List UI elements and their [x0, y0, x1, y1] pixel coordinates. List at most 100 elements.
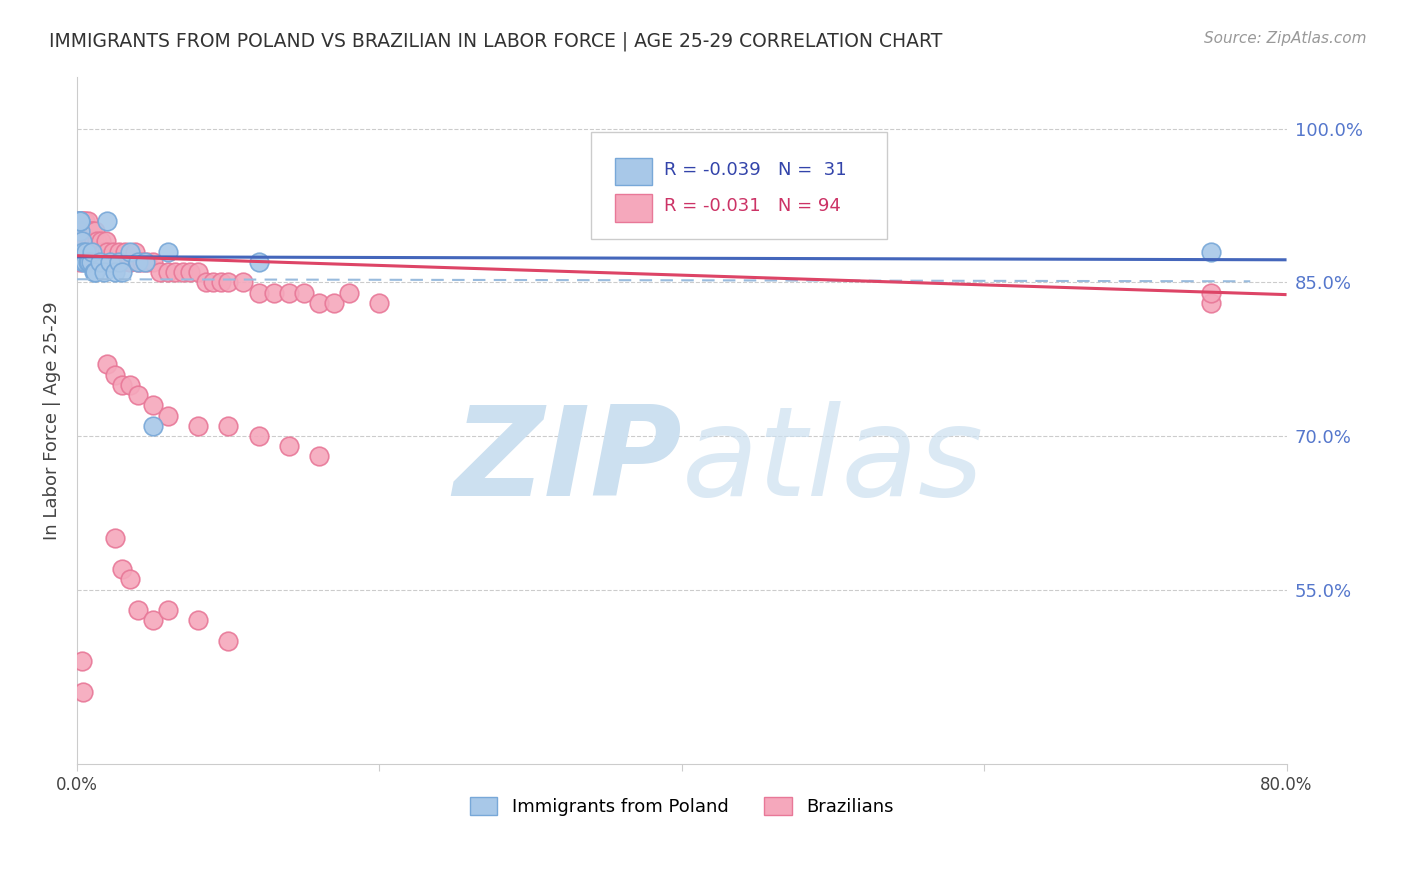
Point	[93, 244, 115, 259]
Point	[70, 224, 93, 238]
Point	[232, 276, 254, 290]
Point	[80, 255, 103, 269]
Point	[87, 244, 110, 259]
Point	[277, 439, 299, 453]
Point	[86, 235, 108, 249]
Point	[108, 244, 131, 259]
Point	[89, 255, 111, 269]
Text: IMMIGRANTS FROM POLAND VS BRAZILIAN IN LABOR FORCE | AGE 25-29 CORRELATION CHART: IMMIGRANTS FROM POLAND VS BRAZILIAN IN L…	[49, 31, 942, 51]
Point	[111, 377, 134, 392]
Point	[156, 603, 179, 617]
Point	[72, 244, 94, 259]
Point	[76, 255, 98, 269]
Point	[103, 244, 125, 259]
Point	[108, 255, 131, 269]
Point	[131, 255, 153, 269]
Point	[89, 244, 111, 259]
Point	[135, 255, 157, 269]
Bar	[616, 194, 651, 221]
Point	[82, 244, 104, 259]
Point	[93, 265, 115, 279]
Point	[72, 224, 94, 238]
Point	[73, 255, 96, 269]
Point	[67, 214, 90, 228]
Point	[80, 235, 103, 249]
Point	[149, 265, 172, 279]
Bar	[616, 158, 651, 186]
Point	[75, 244, 97, 259]
Point	[118, 377, 141, 392]
Point	[111, 562, 134, 576]
Point	[127, 603, 149, 617]
Point	[70, 244, 93, 259]
Point	[187, 418, 209, 433]
Point	[308, 450, 330, 464]
Point	[156, 265, 179, 279]
Text: ZIP: ZIP	[453, 401, 682, 523]
Point	[70, 235, 93, 249]
Point	[368, 295, 391, 310]
Point	[76, 214, 98, 228]
Point	[67, 224, 90, 238]
Point	[111, 265, 134, 279]
Point	[75, 224, 97, 238]
Point	[217, 276, 239, 290]
Point	[124, 244, 146, 259]
Point	[134, 255, 156, 269]
Point	[84, 265, 107, 279]
Text: Source: ZipAtlas.com: Source: ZipAtlas.com	[1204, 31, 1367, 46]
Point	[94, 235, 117, 249]
Point	[142, 255, 165, 269]
Point	[69, 244, 91, 259]
Point	[72, 685, 94, 699]
Point	[118, 573, 141, 587]
Point	[165, 265, 187, 279]
Point	[73, 224, 96, 238]
Point	[72, 235, 94, 249]
Point	[72, 214, 94, 228]
Point	[72, 255, 94, 269]
Point	[90, 235, 112, 249]
Point	[104, 532, 127, 546]
Point	[247, 429, 270, 443]
Point	[308, 295, 330, 310]
Text: atlas: atlas	[682, 401, 984, 523]
Point	[202, 276, 225, 290]
FancyBboxPatch shape	[591, 132, 887, 239]
Point	[104, 368, 127, 382]
Point	[277, 285, 299, 300]
Point	[82, 244, 104, 259]
Point	[118, 255, 141, 269]
Point	[247, 285, 270, 300]
Point	[77, 235, 100, 249]
Point	[98, 255, 121, 269]
Text: R = -0.031   N = 94: R = -0.031 N = 94	[664, 197, 841, 216]
Point	[69, 214, 91, 228]
Point	[77, 244, 100, 259]
Point	[96, 357, 118, 371]
Point	[70, 214, 93, 228]
Point	[209, 276, 232, 290]
Point	[76, 224, 98, 238]
Point	[83, 265, 105, 279]
Point	[69, 224, 91, 238]
Point	[247, 255, 270, 269]
Point	[118, 244, 141, 259]
Point	[96, 244, 118, 259]
Point	[91, 244, 114, 259]
Point	[1199, 285, 1222, 300]
Point	[127, 255, 149, 269]
Point	[156, 244, 179, 259]
Point	[187, 265, 209, 279]
Point	[84, 244, 107, 259]
Point	[83, 235, 105, 249]
Text: R = -0.039   N =  31: R = -0.039 N = 31	[664, 161, 846, 179]
Point	[337, 285, 360, 300]
Point	[69, 214, 91, 228]
Point	[104, 265, 127, 279]
Point	[1199, 244, 1222, 259]
Point	[292, 285, 315, 300]
Point	[156, 409, 179, 423]
Point	[70, 235, 93, 249]
Point	[142, 418, 165, 433]
